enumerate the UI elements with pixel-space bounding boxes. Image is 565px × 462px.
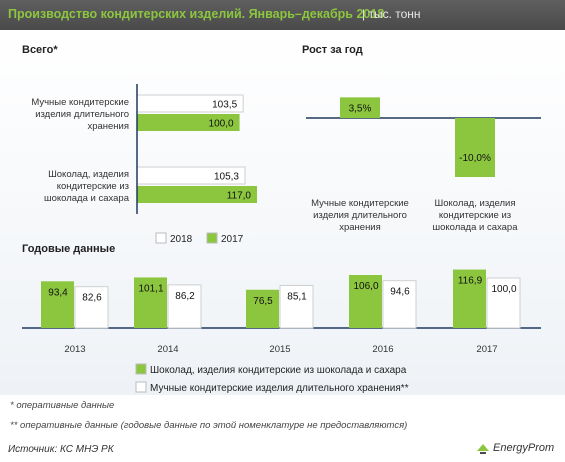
logo: EnergyProm: [475, 438, 563, 460]
growth-category-label: кондитерские из: [439, 210, 511, 221]
annual-value-label: 101,1: [138, 283, 163, 294]
header-bar: Производство кондитерских изделий. Январ…: [0, 0, 565, 30]
category-label: Шоколад, изделия: [48, 169, 129, 180]
annual-value-label: 100,0: [491, 284, 516, 295]
growth-bar: [455, 118, 495, 177]
year-tick-label: 2015: [269, 344, 290, 355]
annual-value-label: 86,2: [175, 291, 195, 302]
chart-title-growth: Рост за год: [302, 44, 363, 56]
annual-bar: [453, 269, 486, 328]
category-label: хранения: [87, 121, 129, 132]
growth-category-label: хранения: [339, 222, 381, 233]
bar-2017: [137, 186, 257, 203]
annual-bar: [349, 275, 382, 328]
chart-panel: Всего* Мучные кондитерские изделия длитель…: [0, 30, 565, 395]
category-label: шоколада и сахара: [44, 193, 130, 204]
annual-bar: [279, 284, 314, 329]
annual-value-label: 116,9: [458, 276, 483, 287]
annual-value-label: 76,5: [253, 296, 273, 307]
growth-bar: [340, 97, 380, 118]
year-tick-label: 2016: [372, 344, 393, 355]
annual-bar: [134, 277, 167, 328]
annual-value-label: 85,1: [287, 291, 307, 302]
annual-bar: [167, 284, 202, 329]
growth-value-label: 3,5%: [349, 104, 372, 115]
page-title: Производство кондитерских изделий. Январ…: [8, 7, 385, 21]
annual-value-label: 94,6: [390, 287, 410, 298]
footnote-2: ** оперативные данные (годовые данные по…: [10, 420, 408, 431]
annual-value-label: 106,0: [353, 281, 378, 292]
chart-title-annual: Годовые данные: [22, 243, 115, 255]
legend-swatch: [135, 381, 147, 393]
annual-value-label: 93,4: [48, 287, 68, 298]
bar-2017: [137, 114, 240, 131]
chart-title-total: Всего*: [22, 44, 58, 56]
growth-category-label: Мучные кондитерские: [311, 198, 409, 209]
year-tick-label: 2013: [64, 344, 85, 355]
legend-label: Мучные кондитерские изделия длительного …: [150, 383, 409, 394]
growth-category-label: изделия длительного: [313, 210, 407, 221]
legend-label: 2017: [221, 234, 244, 245]
logo-mark-icon: [477, 444, 489, 454]
annual-bar: [41, 281, 74, 328]
bar-value-label: 117,0: [227, 191, 252, 202]
legend-swatch: [206, 232, 218, 244]
logo-text: EnergyProm: [493, 442, 555, 454]
year-tick-label: 2017: [476, 344, 497, 355]
growth-category-label: Шоколад, изделия: [435, 198, 516, 209]
annual-bar: [74, 286, 109, 329]
bar-value-label: 103,5: [212, 100, 237, 111]
unit-label: | тыс. тонн: [362, 7, 421, 21]
annual-bar: [382, 280, 417, 329]
legend-swatch: [135, 363, 147, 375]
annual-bar: [246, 289, 279, 328]
legend-label: 2018: [170, 234, 193, 245]
legend-swatch: [155, 232, 167, 244]
year-tick-label: 2014: [157, 344, 178, 355]
bar-value-label: 100,0: [209, 119, 234, 130]
category-label: кондитерские из: [57, 181, 129, 192]
legend-label: Шоколад, изделия кондитерские из шоколад…: [150, 365, 407, 376]
category-label: Мучные кондитерские: [31, 97, 129, 108]
growth-category-label: шоколада и сахара: [432, 222, 518, 233]
annual-bar: [486, 277, 521, 329]
footnote-1: * оперативные данные: [10, 400, 115, 411]
source-note: Источник: КС МНЭ РК: [8, 444, 114, 455]
bar-value-label: 105,3: [214, 172, 239, 183]
growth-value-label: -10,0%: [459, 153, 491, 164]
annual-value-label: 82,6: [82, 293, 102, 304]
category-label: изделия длительного: [35, 109, 129, 120]
